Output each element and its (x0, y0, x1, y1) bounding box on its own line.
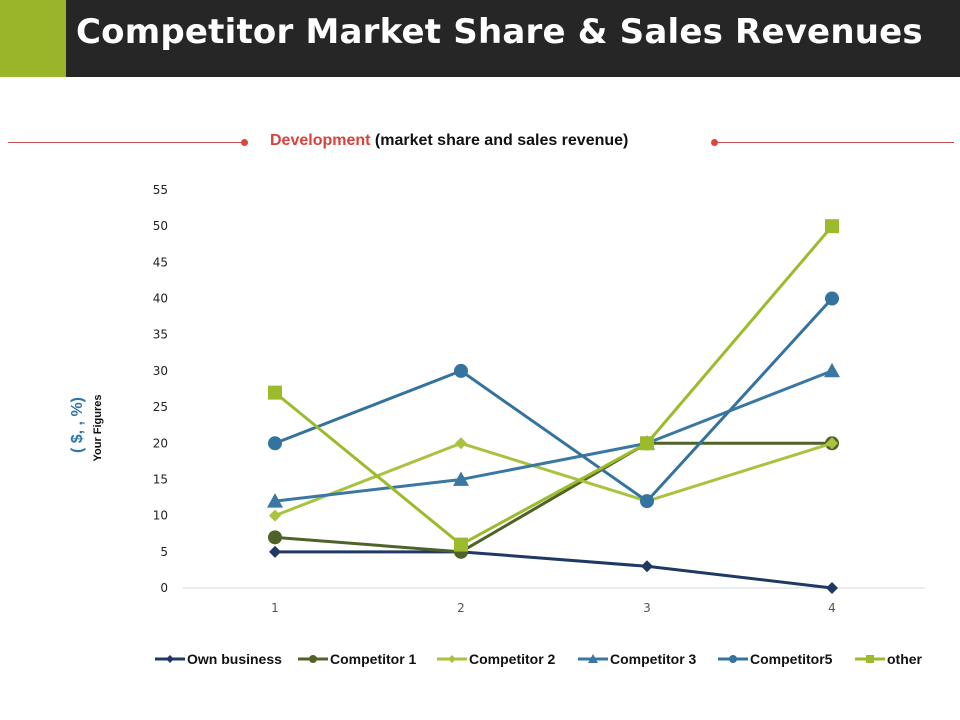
data-point (454, 537, 468, 552)
series-line (274, 225, 834, 547)
page-title: Competitor Market Share & Sales Revenues (76, 12, 923, 52)
chart-subtitle: Development (market share and sales reve… (270, 132, 628, 150)
y-tick-label: 35 (153, 328, 168, 342)
data-point (825, 219, 839, 234)
data-point (454, 363, 468, 378)
legend-marker (866, 655, 874, 663)
series-other (268, 219, 839, 552)
y-tick-label: 15 (153, 472, 168, 486)
x-tick-label: 4 (828, 601, 836, 615)
data-point (268, 530, 282, 545)
data-point (825, 291, 839, 306)
chart-axes: 0 5 10 15 20 25 30 35 40 45 50 55 1 2 3 4 (153, 183, 925, 615)
y-tick-label: 30 (153, 364, 168, 378)
subtitle-rest: (market share and sales revenue) (370, 132, 629, 149)
x-tick-label: 3 (643, 601, 651, 615)
data-point (824, 362, 840, 378)
title-accent-block (0, 0, 66, 77)
legend-marker (448, 655, 456, 663)
data-point (269, 509, 281, 522)
data-point (267, 493, 283, 508)
data-point (640, 494, 654, 509)
data-point (455, 437, 467, 450)
series-line (274, 441, 832, 554)
series-line (274, 441, 833, 518)
legend-label: Competitor 2 (469, 651, 556, 667)
series-competitor-2 (269, 437, 838, 522)
y-tick-label: 10 (153, 509, 168, 523)
series-line (274, 369, 833, 503)
legend-label: Own business (187, 651, 282, 667)
legend-label: other (887, 651, 923, 667)
y-tick-label: 25 (153, 400, 168, 414)
y-axis-label: Your Figures (92, 394, 104, 461)
y-axis-units-label: ( $, , %) (69, 397, 86, 453)
y-tick-label: 5 (160, 545, 168, 559)
legend-label: Competitor5 (750, 651, 833, 667)
y-tick-label: 0 (160, 581, 168, 595)
data-point (268, 436, 282, 451)
subtitle-rule-right (718, 142, 954, 143)
data-point (268, 385, 282, 400)
chart-series (267, 219, 840, 594)
data-point (826, 582, 838, 594)
series-line (275, 550, 833, 590)
subtitle-rule-left (8, 142, 244, 143)
y-tick-label: 50 (153, 219, 168, 233)
legend-marker (309, 655, 317, 663)
series-competitor5 (268, 291, 839, 509)
series-own-business (269, 545, 838, 594)
x-tick-label: 1 (271, 601, 279, 615)
data-point (640, 436, 654, 451)
y-tick-label: 20 (153, 436, 168, 450)
legend-marker (166, 655, 174, 663)
data-point (269, 545, 281, 558)
x-tick-label: 2 (457, 601, 465, 615)
legend-label: Competitor 3 (610, 651, 697, 667)
subtitle-highlight: Development (270, 132, 371, 149)
data-point (641, 560, 653, 573)
y-tick-label: 45 (153, 255, 168, 269)
data-point (453, 471, 469, 486)
y-tick-label: 55 (153, 183, 168, 197)
title-bar (0, 0, 960, 77)
data-point (826, 437, 838, 450)
chart-legend: Own business Competitor 1 Competitor 2 Comp… (155, 651, 923, 667)
legend-marker (588, 654, 598, 663)
subtitle-dot-left (241, 139, 248, 146)
legend-label: Competitor 1 (330, 651, 417, 667)
legend-marker (729, 655, 737, 663)
subtitle-dot-right (711, 139, 718, 146)
y-tick-label: 40 (153, 292, 168, 306)
series-line (274, 297, 834, 503)
series-competitor-1 (268, 436, 839, 559)
